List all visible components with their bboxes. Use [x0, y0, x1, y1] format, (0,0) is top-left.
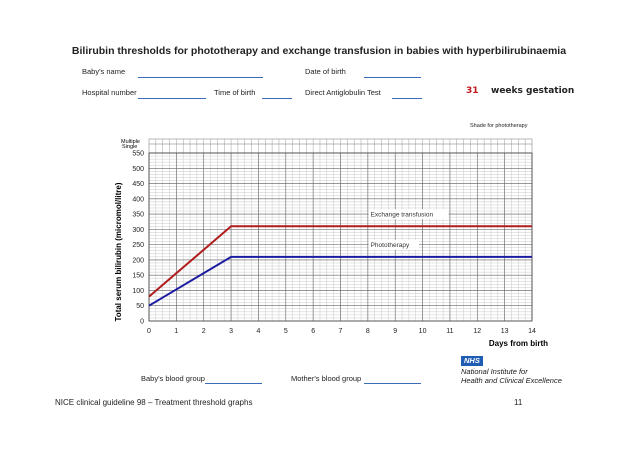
x-tick-label: 4	[256, 328, 260, 335]
y-axis-label: Total serum bilirubin (micromol/litre)	[114, 182, 123, 321]
mothers-blood-group-field[interactable]	[364, 383, 421, 384]
y-tick-label: 250	[132, 242, 144, 249]
series-label-bg	[368, 209, 449, 220]
series-label-phototherapy: Phototherapy	[371, 242, 410, 249]
nice-org-line2: Health and Clinical Excellence	[461, 376, 562, 385]
y-tick-label: 150	[132, 273, 144, 280]
x-tick-label: 11	[446, 328, 453, 335]
x-tick-label: 0	[147, 328, 151, 335]
date-of-birth-label: Date of birth	[305, 67, 346, 76]
strip-label-single: Single	[122, 144, 137, 150]
date-of-birth-field[interactable]	[364, 77, 421, 78]
gestation-label: weeks gestation	[491, 86, 575, 96]
series-line-phototherapy	[148, 255, 532, 307]
x-tick-label: 9	[393, 328, 397, 335]
time-of-birth-field[interactable]	[262, 98, 292, 99]
footer-guideline: NICE clinical guideline 98 – Treatment t…	[55, 398, 253, 407]
x-tick-label: 10	[419, 328, 427, 335]
babys-name-label: Baby's name	[82, 67, 126, 76]
x-tick-label: 13	[501, 328, 509, 335]
nice-org-line1: National Institute for	[461, 367, 528, 376]
x-tick-label: 2	[202, 328, 206, 335]
page-title: Bilirubin thresholds for phototherapy an…	[71, 45, 567, 57]
babys-blood-group-field[interactable]	[205, 383, 262, 384]
mothers-blood-group-label: Mother's blood group	[291, 374, 362, 383]
y-tick-label: 0	[140, 319, 144, 326]
x-tick-label: 8	[366, 328, 370, 335]
x-tick-label: 5	[284, 328, 288, 335]
hospital-number-field[interactable]	[138, 98, 206, 99]
plot-frame	[148, 152, 533, 322]
x-tick-label: 12	[473, 328, 481, 335]
y-tick-label: 300	[132, 227, 144, 234]
babys-blood-group-label: Baby's blood group	[141, 374, 205, 383]
strip-label-multiple: Multiple	[121, 139, 140, 145]
y-tick-label: 50	[136, 303, 144, 310]
y-tick-label: 450	[132, 181, 144, 188]
dat-field[interactable]	[392, 98, 422, 99]
dat-label: Direct Antiglobulin Test	[305, 88, 381, 97]
y-tick-label: 500	[132, 166, 144, 173]
y-tick-label: 200	[132, 257, 144, 264]
x-tick-label: 3	[229, 328, 233, 335]
y-tick-label: 550	[132, 151, 144, 158]
hospital-number-label: Hospital number	[82, 88, 137, 97]
footer-page-number: 11	[514, 398, 523, 407]
x-tick-label: 1	[174, 328, 178, 335]
shade-note: Shade for phototherapy	[470, 123, 528, 129]
time-of-birth-label: Time of birth	[214, 88, 256, 97]
y-tick-label: 400	[132, 196, 144, 203]
x-tick-label: 6	[311, 328, 315, 335]
x-axis-label: Days from birth	[489, 339, 548, 348]
x-tick-label: 7	[339, 328, 343, 335]
series-label-exchange-transfusion: Exchange transfusion	[371, 211, 434, 218]
y-tick-label: 100	[132, 288, 144, 295]
nhs-logo: NHS	[461, 356, 483, 366]
x-tick-label: 14	[528, 328, 536, 335]
babys-name-field[interactable]	[138, 77, 263, 78]
series-line-exchange-transfusion	[148, 225, 532, 298]
series-label-bg	[368, 239, 419, 250]
y-tick-label: 350	[132, 212, 144, 219]
gestation-weeks-value: 31	[466, 86, 479, 96]
